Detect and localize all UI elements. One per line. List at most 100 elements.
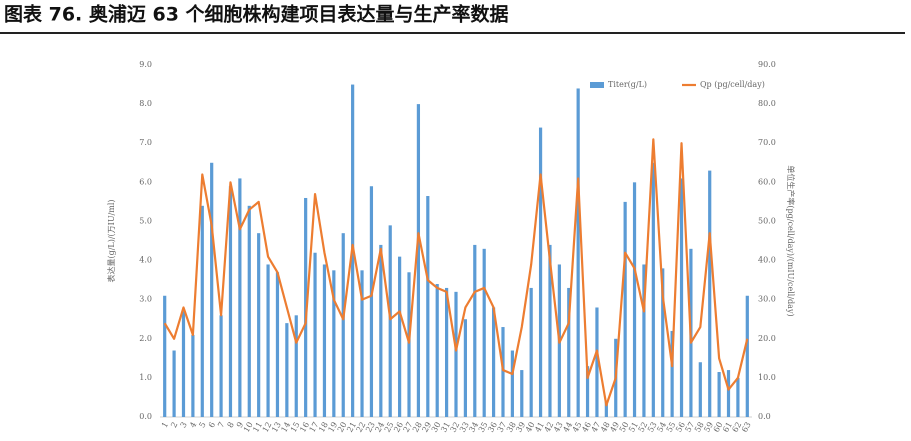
x-tick-label: 34: [467, 421, 480, 434]
legend-label: Qp (pg/cell/day): [700, 80, 765, 89]
x-tick-label: 50: [618, 421, 631, 434]
bar: [548, 244, 552, 417]
y2-tick-label: 10.0: [758, 373, 776, 382]
y-tick-label: 7.0: [139, 138, 152, 147]
x-tick-label: 49: [608, 421, 621, 434]
y2-tick-label: 80.0: [758, 99, 776, 108]
bar: [454, 291, 458, 417]
x-tick-label: 33: [458, 421, 471, 434]
x-tick-label: 15: [289, 421, 302, 434]
x-tick-label: 10: [242, 421, 255, 434]
y-tick-label: 2.0: [139, 334, 152, 343]
x-tick-label: 27: [402, 421, 415, 434]
x-tick-label: 51: [627, 421, 640, 434]
x-tick-label: 36: [486, 421, 499, 434]
bar: [491, 307, 496, 417]
x-tick-label: 37: [496, 421, 509, 434]
bar: [698, 362, 702, 417]
y-tick-label: 0.0: [139, 412, 152, 421]
x-tick-label: 39: [514, 421, 527, 434]
x-tick-label: 42: [543, 421, 556, 434]
x-tick-label: 46: [580, 421, 593, 434]
y2-tick-label: 70.0: [758, 138, 776, 147]
bar: [473, 244, 477, 417]
bar: [191, 334, 195, 417]
bar: [388, 225, 392, 417]
bar: [745, 295, 749, 417]
x-tick-label: 61: [721, 421, 734, 434]
bar: [538, 127, 543, 418]
bar: [576, 88, 580, 417]
x-tick-label: 41: [533, 421, 546, 434]
bar: [520, 370, 524, 417]
bar: [632, 182, 637, 417]
bar: [238, 178, 242, 417]
x-tick-label: 26: [392, 421, 405, 434]
x-tick-label: 14: [279, 421, 292, 434]
x-tick-label: 7: [216, 421, 226, 430]
chart-title: 图表 76. 奥浦迈 63 个细胞株构建项目表达量与生产率数据: [4, 3, 509, 26]
bar: [275, 272, 280, 417]
x-tick-label: 32: [449, 421, 462, 434]
x-tick-label: 45: [571, 421, 584, 434]
bar: [219, 315, 223, 417]
x-tick-label: 56: [674, 421, 687, 434]
bar: [379, 244, 383, 417]
x-tick-label: 59: [702, 421, 715, 434]
bar: [360, 270, 364, 417]
x-tick-label: 3: [179, 421, 189, 430]
x-tick-label: 35: [477, 421, 490, 434]
legend-swatch: [590, 82, 604, 88]
bar: [304, 197, 308, 417]
x-tick-label: 21: [345, 421, 358, 434]
x-tick-label: 13: [270, 421, 283, 434]
x-tick-label: 17: [308, 421, 321, 434]
y-tick-label: 1.0: [139, 373, 152, 382]
y-tick-label: 3.0: [139, 295, 152, 304]
bar: [247, 205, 251, 417]
x-tick-label: 4: [188, 421, 198, 430]
x-tick-label: 2: [169, 421, 179, 430]
bar: [708, 170, 712, 417]
bar: [172, 350, 176, 417]
x-tick-label: 11: [251, 421, 264, 434]
x-tick-label: 58: [693, 421, 706, 434]
bar: [200, 205, 204, 417]
x-tick-label: 60: [712, 421, 725, 434]
bar: [736, 377, 740, 417]
y-tick-label: 8.0: [139, 99, 152, 108]
bar: [266, 264, 270, 417]
x-tick-label: 55: [665, 421, 678, 434]
bar: [228, 186, 233, 417]
bar: [332, 270, 336, 417]
x-tick-label: 43: [552, 421, 565, 434]
line: [163, 138, 749, 407]
x-tick-label: 54: [655, 421, 668, 434]
y2-tick-label: 30.0: [758, 295, 776, 304]
bar: [416, 104, 421, 417]
x-tick-label: 22: [355, 421, 368, 434]
y2-tick-label: 90.0: [758, 60, 776, 69]
x-tick-label: 62: [730, 421, 743, 434]
bar: [463, 319, 467, 417]
bar: [567, 287, 571, 417]
bar: [651, 162, 655, 417]
bar: [398, 256, 402, 417]
bar: [181, 311, 186, 417]
bar: [285, 323, 289, 417]
x-tick-label: 57: [683, 421, 696, 434]
bar: [501, 327, 505, 417]
bar: [341, 233, 345, 417]
x-tick-label: 31: [439, 421, 452, 434]
x-tick-label: 6: [207, 421, 217, 430]
x-tick-label: 8: [226, 421, 236, 430]
x-tick-label: 16: [298, 421, 311, 434]
bar: [163, 295, 167, 417]
bar: [529, 287, 533, 417]
bar: [294, 315, 298, 417]
legend-label: Titer(g/L): [608, 80, 647, 89]
x-tick-label: 28: [411, 421, 424, 434]
bar: [407, 272, 411, 417]
bar: [585, 366, 590, 417]
